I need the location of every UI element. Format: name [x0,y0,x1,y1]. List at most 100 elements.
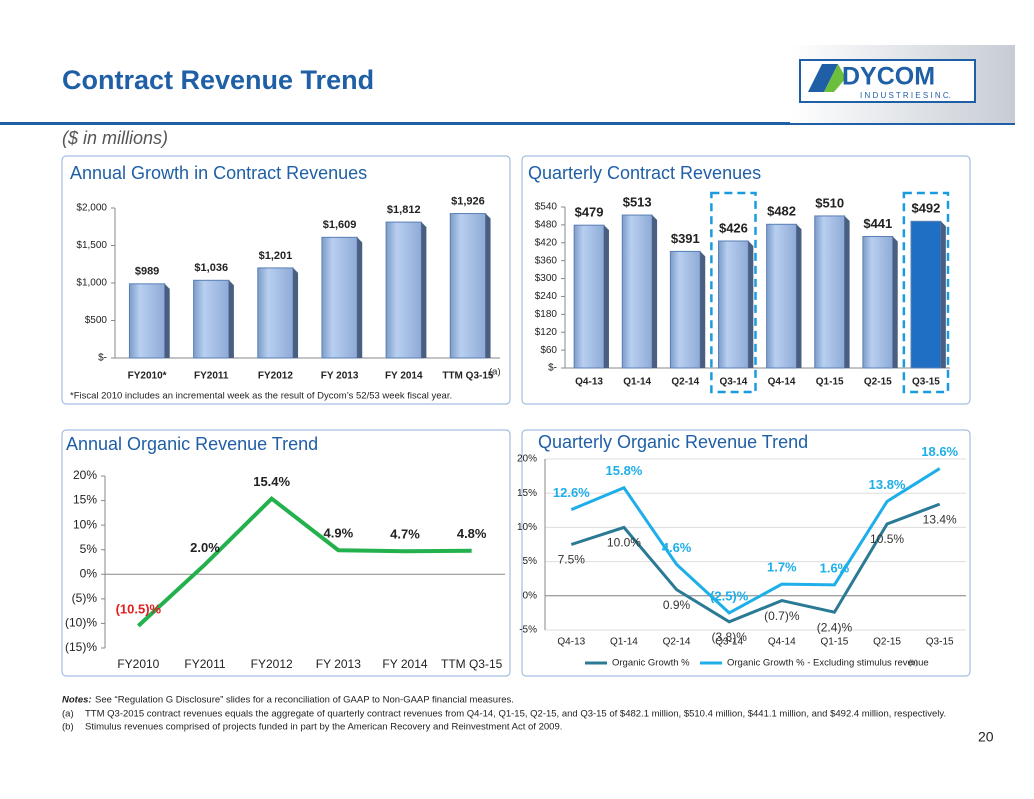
note-text: TTM Q3-2015 contract revenues equals the… [85,709,946,720]
logo-mark [824,64,846,92]
bar [766,223,797,369]
y-tick-label: 15% [73,493,97,507]
x-tick-label: Q4-13 [575,377,603,388]
value-label: $482 [767,204,796,219]
value-label: 13.4% [923,512,957,526]
value-label: 4.7% [390,527,420,542]
value-label: (3.8)% [712,630,748,644]
bar [321,236,358,359]
value-label: $513 [623,194,652,209]
y-tick-label: 20% [73,468,97,482]
x-tick-label: Q3-14 [715,637,743,648]
panel-title: Quarterly Contract Revenues [528,163,761,183]
panel [521,429,971,677]
value-label: 10.0% [607,536,641,550]
bar [573,224,605,369]
value-label: 4.8% [457,526,487,541]
y-tick-label: $60 [540,345,557,356]
bar-side [796,224,802,368]
bar-side [357,237,363,358]
value-label: 0.9% [663,598,691,612]
y-tick-label: -5% [519,625,537,636]
value-label: $1,201 [259,250,293,262]
notes-text: See “Regulation G Disclosure” slides for… [95,695,514,706]
value-label: 13.8% [869,477,906,492]
value-label: $510 [815,195,844,210]
value-label: $492 [911,201,940,216]
x-tick-label: Q2-15 [873,637,901,648]
y-tick-label: 10% [73,517,97,531]
annotation: (a) [489,367,501,378]
x-tick-label: FY 2013 [321,371,359,382]
panel [61,155,511,405]
note-marker: (b) [62,722,74,733]
x-tick-label: Q1-14 [610,637,638,648]
value-label: $391 [671,231,700,246]
value-label: $1,926 [451,195,485,207]
bar [621,214,653,369]
x-tick-label: FY2010* [128,371,167,382]
subtitle: ($ in millions) [62,128,168,148]
bar-side [892,236,898,368]
y-tick-label: (5)% [72,591,98,605]
annotation: (b) [909,660,918,667]
bar-side [748,240,754,368]
y-tick-label: 10% [517,522,537,533]
bar [862,236,894,369]
value-label: 15.8% [606,463,643,478]
highlight-box [710,191,757,394]
bar [193,279,230,359]
value-label: 7.5% [558,553,586,567]
x-tick-label: Q4-14 [768,637,796,648]
value-label: $441 [863,216,892,231]
x-tick-label: Q3-15 [926,637,954,648]
y-tick-label: (10)% [65,616,97,630]
x-tick-label: Q2-15 [864,377,892,388]
y-tick-label: 20% [517,454,537,465]
value-label: 1.7% [767,560,797,575]
value-label: 18.6% [921,444,958,459]
bar-side [485,213,491,358]
x-tick-label: Q2-14 [671,377,699,388]
bar [814,215,846,369]
series-line [570,502,941,624]
panel-title: Quarterly Organic Revenue Trend [538,432,808,452]
panel-title: Annual Growth in Contract Revenues [70,163,367,183]
bar-side [293,267,299,358]
value-label: 12.6% [553,485,590,500]
value-label: 4.6% [662,540,692,555]
bar [385,221,422,359]
logo-tagline: I N D U S T R I E S I N C. [860,91,951,100]
x-tick-label: TTM Q3-15 [441,657,503,671]
y-tick-label: $420 [535,237,558,248]
header-rule [0,122,1015,125]
legend-label: Organic Growth % [612,658,690,669]
value-label: 2.0% [190,540,220,555]
value-label: 15.4% [253,474,290,489]
x-tick-label: FY2012 [251,657,293,671]
panel [61,429,511,677]
series-line [136,495,472,628]
value-label: (2.5)% [710,588,749,603]
legend-label: Organic Growth % - Excluding stimulus re… [727,658,929,669]
bar [718,240,749,369]
value-label: (2.4)% [817,620,853,634]
logo-name: DYCOM [842,63,935,91]
x-tick-label: Q4-13 [557,637,585,648]
bar [257,267,294,359]
x-tick-label: Q3-14 [720,377,748,388]
logo-mark [808,64,838,92]
panel-title: Annual Organic Revenue Trend [66,434,318,454]
highlight-box [902,191,950,394]
bar [128,283,166,359]
y-tick-label: 5% [523,556,538,567]
slide-title: Contract Revenue Trend [62,65,374,95]
bar-side [421,222,427,358]
y-tick-label: $2,000 [76,203,107,214]
note-marker: (a) [62,709,74,720]
y-tick-label: $120 [535,327,558,338]
value-label: (0.7)% [764,609,800,623]
x-tick-label: Q3-15 [912,377,940,388]
bar-side [940,221,946,368]
